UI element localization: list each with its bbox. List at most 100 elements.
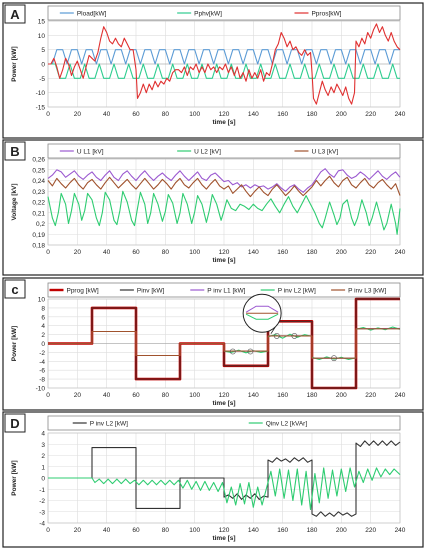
series-line-2 (47, 175, 401, 198)
x-tick-label: 200 (336, 111, 347, 118)
x-tick-label: 100 (189, 111, 200, 118)
x-axis-label: time [s] (212, 119, 235, 126)
y-tick-label: 10 (38, 33, 46, 40)
y-axis-label: Power [kW] (11, 326, 18, 361)
panel-letter-box (4, 279, 26, 299)
y-tick-label: 8 (41, 305, 45, 312)
y-tick-label: -1 (39, 487, 45, 494)
y-axis-label: Power [kW] (11, 46, 18, 81)
panel-letter: A (10, 7, 20, 22)
y-tick-label: -2 (39, 498, 45, 505)
x-tick-label: 0 (46, 392, 50, 399)
y-tick-label: -4 (39, 359, 45, 366)
x-tick-label: 160 (277, 392, 288, 399)
legend-entry: Pprog [kW] (66, 288, 98, 295)
y-tick-label: 0 (41, 476, 45, 483)
x-tick-label: 160 (277, 527, 288, 534)
y-tick-label: 0,2 (36, 221, 45, 228)
x-tick-label: 140 (248, 392, 259, 399)
y-axis-label: Power [kW] (11, 460, 18, 495)
y-tick-label: -2 (39, 350, 45, 357)
x-tick-label: 140 (248, 527, 259, 534)
x-tick-label: 0 (46, 527, 50, 534)
marker-ring (331, 355, 337, 362)
legend-entry: Ppros[kW] (311, 11, 341, 18)
x-tick-label: 180 (307, 527, 318, 534)
x-tick-label: 120 (219, 249, 230, 256)
x-tick-label: 20 (74, 249, 82, 256)
panel-frame (2, 139, 424, 276)
x-tick-label: 180 (307, 392, 318, 399)
chart-panel-0: A Pload[kW] Pphv[kW] Ppros[kW] -15 -10 -5 0 5 10 1… (2, 2, 424, 139)
x-tick-label: 60 (132, 392, 140, 399)
legend-entry: P inv L2 [kW] (90, 421, 128, 428)
y-tick-label: 0,18 (32, 243, 45, 250)
y-tick-label: 2 (41, 332, 45, 339)
y-tick-label: -6 (39, 368, 45, 375)
x-tick-label: 20 (74, 527, 82, 534)
panel-letter: B (10, 144, 19, 159)
series-line-1 (48, 298, 400, 389)
y-tick-label: 0 (41, 62, 45, 69)
x-tick-label: 220 (365, 527, 376, 534)
series-line-1 (48, 467, 401, 511)
x-tick-label: 220 (365, 111, 376, 118)
legend-entry: Pphv[kW] (194, 11, 222, 18)
y-tick-label: 0,26 (32, 157, 45, 164)
legend-box (47, 282, 401, 298)
legend-entry: U L1 [kV] (77, 149, 104, 156)
y-tick-label: 0,25 (32, 167, 45, 174)
x-tick-label: 40 (103, 111, 111, 118)
series-line-1 (48, 63, 400, 79)
x-tick-label: 80 (162, 392, 170, 399)
panel-letter-box (4, 413, 26, 433)
marker-ring (247, 348, 254, 355)
marker-ring (229, 348, 236, 355)
series-line-0 (48, 49, 400, 65)
legend-entry: Pload[kW] (77, 11, 107, 18)
x-tick-label: 220 (365, 392, 376, 399)
panel-frame (2, 411, 424, 548)
legend-box (47, 5, 401, 21)
y-tick-label: 5 (41, 47, 45, 54)
chart-panel-1: B U L1 [kV] U L2 [kV] U L3 [kV] 0,18 0,19 0,2 0… (2, 139, 424, 276)
y-tick-label: -3 (39, 509, 45, 516)
chart-panel-3: D P inv L2 [kW] Qinv L2 [kVAr] -4 -3 -2 -1 0 1 2 3… (2, 411, 424, 548)
x-tick-label: 60 (132, 527, 140, 534)
panel-frame (2, 2, 424, 139)
x-tick-label: 60 (132, 111, 140, 118)
legend-entry: P inv L3 [kW] (348, 288, 386, 295)
y-axis-label: Voltage [kV] (11, 183, 18, 220)
x-axis-label: time [s] (212, 535, 235, 542)
x-tick-label: 100 (189, 527, 200, 534)
panel-letter: c (11, 282, 18, 297)
x-tick-label: 40 (103, 249, 111, 256)
legend-entry: Qinv L2 [kVAr] (266, 421, 308, 428)
y-tick-label: -15 (36, 105, 46, 112)
x-tick-label: 200 (336, 392, 347, 399)
x-tick-label: 200 (336, 249, 347, 256)
y-tick-label: 6 (41, 314, 45, 321)
chart-panel-2: c Pprog [kW] Pinv [kW] P inv L1 [kW] P inv L… (2, 277, 424, 411)
x-tick-label: 160 (277, 249, 288, 256)
legend-entry: U L2 [kV] (194, 149, 221, 156)
x-tick-label: 0 (46, 249, 50, 256)
x-tick-label: 20 (74, 111, 82, 118)
y-tick-label: 0,19 (32, 232, 45, 239)
x-tick-label: 100 (189, 392, 200, 399)
x-tick-label: 120 (219, 392, 230, 399)
x-tick-label: 100 (189, 249, 200, 256)
legend-entry: U L3 [kV] (311, 149, 338, 156)
y-tick-label: -5 (39, 76, 45, 83)
legend-entry: P inv L2 [kW] (278, 288, 316, 295)
x-tick-label: 240 (395, 249, 406, 256)
x-tick-label: 120 (219, 111, 230, 118)
plot-area (47, 158, 401, 246)
legend-box (47, 143, 401, 159)
legend-box (47, 415, 401, 431)
zoom-inset-pointer (270, 327, 276, 334)
panel-letter-box (4, 4, 26, 24)
x-tick-label: 40 (103, 527, 111, 534)
x-tick-label: 200 (336, 527, 347, 534)
